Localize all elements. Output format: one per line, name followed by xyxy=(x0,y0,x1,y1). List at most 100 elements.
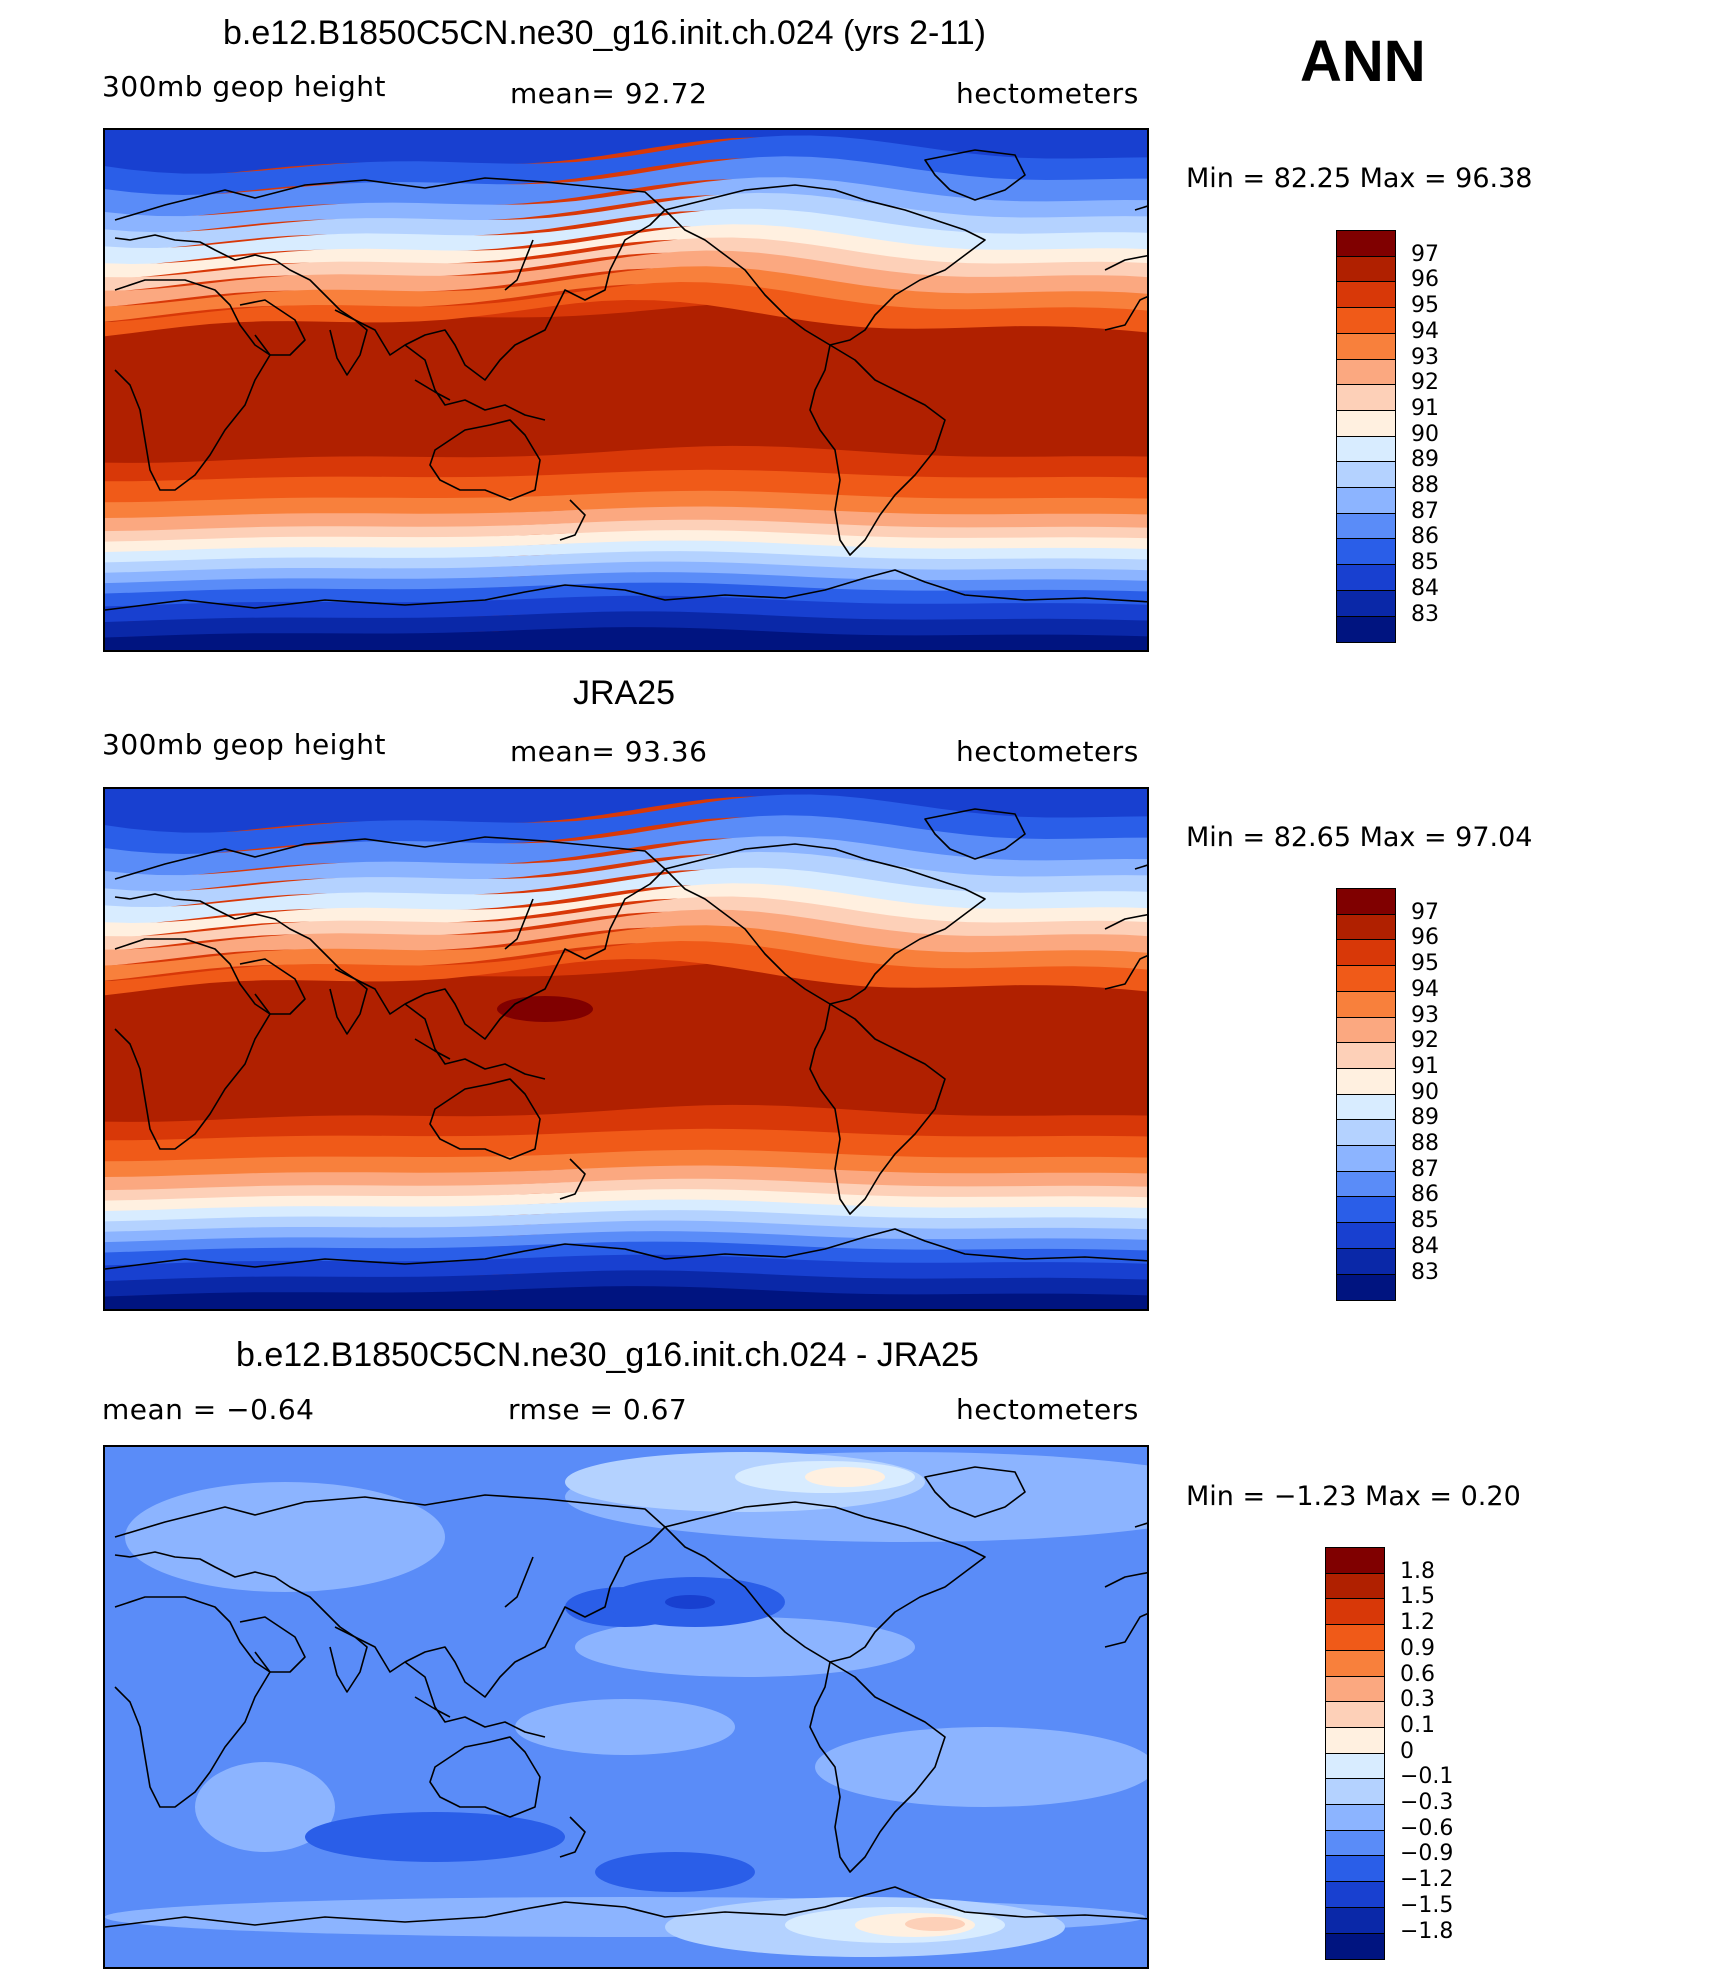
colorbar-box xyxy=(1336,1093,1396,1121)
colorbar-box xyxy=(1336,1247,1396,1275)
colorbar-label: 97 xyxy=(1411,241,1439,267)
colorbar-box xyxy=(1336,1145,1396,1173)
panel-3-minmax: Min = −1.23 Max = 0.20 xyxy=(1186,1481,1521,1512)
colorbar-box xyxy=(1325,1855,1385,1883)
colorbar-label: 1.8 xyxy=(1400,1558,1435,1584)
colorbar-label: 88 xyxy=(1411,1131,1439,1156)
colorbar-label: 0.1 xyxy=(1400,1712,1435,1738)
colorbar-label: 97 xyxy=(1411,899,1439,925)
colorbar-label: 93 xyxy=(1411,344,1439,370)
colorbar-box xyxy=(1325,1906,1385,1934)
colorbar-box xyxy=(1325,1649,1385,1677)
panel-1-field-label: 300mb geop height xyxy=(102,70,386,103)
colorbar-box xyxy=(1336,990,1396,1018)
colorbar-box xyxy=(1325,1829,1385,1857)
panel-1-field-svg xyxy=(105,130,1147,650)
colorbar-label: −0.6 xyxy=(1400,1815,1454,1841)
panel-2-field-svg xyxy=(105,789,1147,1309)
colorbar-label: 94 xyxy=(1411,976,1439,1002)
colorbar-box xyxy=(1336,1016,1396,1044)
panel-3-rmse-label: rmse = 0.67 xyxy=(508,1393,688,1426)
colorbar-label: 95 xyxy=(1411,951,1439,977)
colorbar-box xyxy=(1325,1547,1385,1575)
panel-2-title: JRA25 xyxy=(573,674,676,712)
colorbar-label: 92 xyxy=(1411,1028,1439,1054)
colorbar-box xyxy=(1336,615,1396,643)
colorbar-box xyxy=(1336,1222,1396,1250)
colorbar-box xyxy=(1336,409,1396,438)
colorbar-label: 83 xyxy=(1411,601,1439,627)
colorbar-label: 87 xyxy=(1411,1156,1439,1182)
colorbar-box xyxy=(1336,487,1396,515)
panel-2-map xyxy=(103,787,1149,1311)
colorbar-box xyxy=(1336,1067,1396,1096)
colorbar-label: 90 xyxy=(1411,421,1439,447)
colorbar-box xyxy=(1336,255,1396,283)
panel-3-mean-label: mean = −0.64 xyxy=(102,1393,315,1426)
colorbar-label: 1.5 xyxy=(1400,1584,1435,1610)
colorbar-box xyxy=(1336,1273,1396,1301)
colorbar-box xyxy=(1325,1881,1385,1909)
colorbar-box xyxy=(1336,435,1396,463)
colorbar-label: 91 xyxy=(1411,395,1439,421)
colorbar-label: 87 xyxy=(1411,498,1439,524)
colorbar-label: 0 xyxy=(1400,1738,1414,1764)
colorbar-box xyxy=(1336,1042,1396,1070)
colorbar-label: 89 xyxy=(1411,1105,1439,1131)
colorbar-box xyxy=(1325,1778,1385,1806)
colorbar-box xyxy=(1336,538,1396,566)
season-label: ANN xyxy=(1300,29,1426,94)
colorbar-label: 90 xyxy=(1411,1079,1439,1105)
colorbar-label: 92 xyxy=(1411,370,1439,396)
colorbar-label: 86 xyxy=(1411,1182,1439,1208)
colorbar-label: 94 xyxy=(1411,318,1439,344)
panel-2-minmax: Min = 82.65 Max = 97.04 xyxy=(1186,822,1533,853)
colorbar-box xyxy=(1336,332,1396,360)
colorbar-label: 91 xyxy=(1411,1053,1439,1079)
panel-1-units-label: hectometers xyxy=(956,77,1139,110)
colorbar-box xyxy=(1336,564,1396,592)
panel-1-mean-label: mean= 92.72 xyxy=(510,77,708,110)
colorbar-box xyxy=(1325,1572,1385,1600)
colorbar-label: −1.8 xyxy=(1400,1918,1454,1944)
colorbar-box xyxy=(1336,965,1396,993)
colorbar-label: 95 xyxy=(1411,293,1439,319)
colorbar-label: 0.9 xyxy=(1400,1635,1435,1661)
colorbar-label: −0.3 xyxy=(1400,1790,1454,1815)
colorbar-box xyxy=(1325,1701,1385,1729)
colorbar-box xyxy=(1336,1196,1396,1224)
panel-3-title: b.e12.B1850C5CN.ne30_g16.init.ch.024 - J… xyxy=(236,1336,979,1374)
panel-1-map xyxy=(103,128,1149,652)
colorbar-label: 85 xyxy=(1411,550,1439,576)
colorbar-label: 0.6 xyxy=(1400,1661,1435,1687)
colorbar-box xyxy=(1336,384,1396,412)
colorbar-label: 86 xyxy=(1411,524,1439,550)
colorbar-box xyxy=(1336,888,1396,916)
colorbar-label: 93 xyxy=(1411,1002,1439,1028)
panel-2-field-label: 300mb geop height xyxy=(102,728,386,761)
colorbar-box xyxy=(1325,1675,1385,1703)
panel-3-units-label: hectometers xyxy=(956,1393,1139,1426)
colorbar-box xyxy=(1325,1932,1385,1960)
colorbar-box xyxy=(1325,1804,1385,1832)
panel-3-field-svg xyxy=(105,1447,1147,1967)
colorbar-box xyxy=(1336,913,1396,941)
colorbar-label: 1.2 xyxy=(1400,1610,1435,1636)
colorbar-label: 84 xyxy=(1411,575,1439,601)
colorbar-label: 96 xyxy=(1411,925,1439,951)
colorbar-label: 85 xyxy=(1411,1208,1439,1234)
colorbar-box xyxy=(1336,1170,1396,1198)
colorbar-label: 0.3 xyxy=(1400,1687,1435,1713)
colorbar-label: −1.2 xyxy=(1400,1867,1454,1893)
colorbar-box xyxy=(1325,1624,1385,1652)
colorbar-box xyxy=(1336,281,1396,309)
colorbar-label: 84 xyxy=(1411,1233,1439,1259)
panel-1-minmax: Min = 82.25 Max = 96.38 xyxy=(1186,163,1533,194)
colorbar-box xyxy=(1336,461,1396,489)
colorbar-label: −0.9 xyxy=(1400,1841,1454,1867)
colorbar-box xyxy=(1336,589,1396,617)
colorbar-label: 89 xyxy=(1411,447,1439,473)
panel-2-mean-label: mean= 93.36 xyxy=(510,735,708,768)
panel-1-title: b.e12.B1850C5CN.ne30_g16.init.ch.024 (yr… xyxy=(223,14,986,52)
colorbar-label: −0.1 xyxy=(1400,1764,1454,1790)
